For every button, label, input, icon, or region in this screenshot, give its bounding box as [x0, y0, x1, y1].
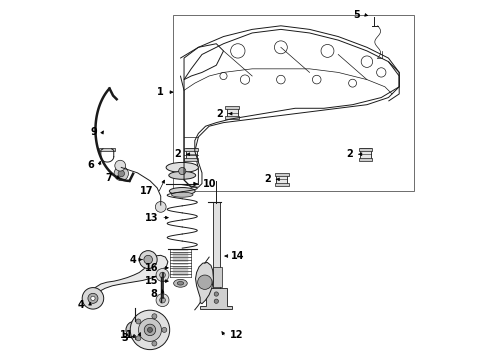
Circle shape — [91, 296, 95, 301]
Text: 2: 2 — [174, 149, 181, 159]
Text: 13: 13 — [145, 213, 158, 222]
Circle shape — [130, 310, 170, 350]
Text: 4: 4 — [129, 255, 136, 265]
Text: 17: 17 — [140, 186, 153, 196]
Text: 5: 5 — [353, 10, 360, 20]
Ellipse shape — [170, 188, 195, 195]
Text: 11: 11 — [121, 330, 134, 340]
Circle shape — [160, 272, 166, 278]
Circle shape — [82, 288, 104, 309]
Circle shape — [152, 314, 157, 319]
Text: 1: 1 — [157, 87, 164, 97]
Circle shape — [118, 170, 124, 177]
Circle shape — [114, 166, 128, 181]
Ellipse shape — [172, 192, 193, 197]
Circle shape — [136, 336, 141, 341]
Circle shape — [144, 324, 156, 336]
Polygon shape — [89, 255, 168, 303]
Bar — [360, 148, 371, 160]
Circle shape — [131, 326, 138, 333]
Ellipse shape — [177, 282, 184, 285]
Bar — [213, 202, 220, 291]
Circle shape — [156, 269, 169, 282]
Text: 6: 6 — [87, 160, 94, 170]
Circle shape — [136, 319, 141, 324]
Bar — [186, 148, 196, 160]
Polygon shape — [200, 288, 232, 309]
Bar — [359, 148, 372, 150]
Circle shape — [214, 292, 219, 296]
Text: 14: 14 — [231, 251, 245, 261]
Bar — [276, 174, 287, 185]
Bar — [184, 158, 198, 161]
Text: 3: 3 — [121, 333, 128, 343]
Ellipse shape — [169, 171, 196, 179]
Text: 2: 2 — [346, 149, 353, 159]
Circle shape — [155, 202, 166, 212]
Polygon shape — [196, 262, 214, 304]
Text: 2: 2 — [217, 109, 223, 119]
Circle shape — [126, 321, 143, 338]
Bar — [184, 148, 198, 150]
Circle shape — [156, 294, 169, 307]
Circle shape — [162, 327, 167, 332]
Bar — [99, 148, 115, 151]
Circle shape — [139, 319, 161, 341]
Circle shape — [115, 160, 125, 171]
Bar — [225, 116, 240, 119]
Circle shape — [139, 251, 157, 269]
Text: 10: 10 — [203, 179, 216, 189]
Ellipse shape — [166, 162, 198, 172]
Bar — [274, 183, 289, 186]
Text: 8: 8 — [150, 289, 157, 299]
Text: 4: 4 — [77, 300, 84, 310]
Text: 7: 7 — [105, 173, 112, 183]
Text: 9: 9 — [91, 127, 97, 136]
Ellipse shape — [173, 279, 187, 287]
Bar — [227, 107, 238, 118]
Text: 15: 15 — [145, 276, 158, 286]
Circle shape — [197, 275, 212, 289]
Circle shape — [160, 297, 166, 303]
Bar — [359, 158, 372, 161]
Circle shape — [152, 341, 157, 346]
Circle shape — [144, 255, 152, 264]
Circle shape — [179, 167, 186, 175]
Circle shape — [147, 327, 152, 332]
Bar — [214, 267, 222, 287]
Text: 12: 12 — [230, 330, 244, 340]
Bar — [274, 173, 289, 176]
Circle shape — [214, 299, 219, 303]
Bar — [225, 106, 240, 109]
Text: 2: 2 — [264, 174, 271, 184]
Text: 16: 16 — [145, 263, 158, 273]
Circle shape — [88, 293, 98, 303]
